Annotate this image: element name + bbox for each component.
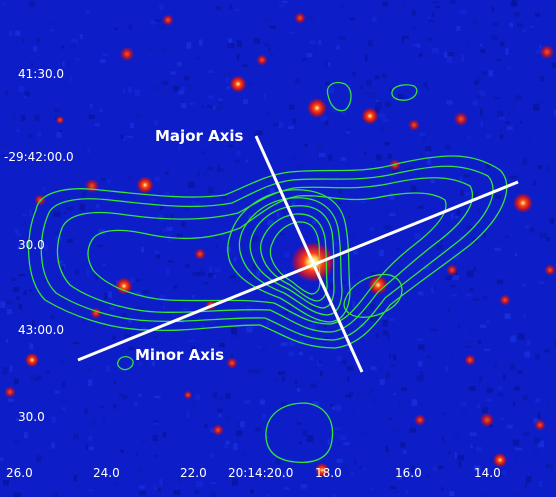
point-source <box>361 107 379 125</box>
point-source <box>194 248 206 260</box>
point-source <box>294 12 306 24</box>
minor-axis-line <box>77 180 519 362</box>
point-source <box>315 463 329 477</box>
point-source <box>256 54 268 66</box>
contour-island-2 <box>391 84 418 101</box>
point-source <box>454 112 468 126</box>
point-source <box>55 115 65 125</box>
major-axis-label: Major Axis <box>155 127 244 145</box>
point-source <box>408 119 420 131</box>
contour-5 <box>227 189 351 323</box>
contour-island-4 <box>265 402 334 464</box>
major-axis-line <box>254 135 364 373</box>
ra-tick-label: 16.0 <box>395 466 422 480</box>
point-source <box>480 413 494 427</box>
ra-tick-label: 24.0 <box>93 466 120 480</box>
point-source <box>446 264 458 276</box>
point-source <box>34 194 46 206</box>
point-source <box>229 75 247 93</box>
point-source <box>85 179 99 193</box>
point-source <box>212 424 224 436</box>
contour-island-3 <box>116 355 134 371</box>
contour-lobe-small <box>343 273 403 318</box>
minor-axis-label: Minor Axis <box>135 346 224 364</box>
point-source <box>25 353 39 367</box>
point-sources <box>4 12 556 477</box>
contour-2 <box>40 165 494 341</box>
dec-tick-label: 43:00.0 <box>18 323 64 337</box>
dec-tick-label: 41:30.0 <box>18 67 64 81</box>
ra-tick-label: 14.0 <box>474 466 501 480</box>
ra-tick-label: 18.0 <box>315 466 342 480</box>
point-source <box>368 275 388 295</box>
ra-tick-label: 20:14:20.0 <box>228 466 293 480</box>
point-source <box>499 294 511 306</box>
contour-4 <box>87 192 447 325</box>
point-source <box>513 193 533 213</box>
contour-3 <box>56 177 474 333</box>
point-source <box>183 390 193 400</box>
point-source <box>120 47 134 61</box>
point-source <box>544 264 556 276</box>
contour-8 <box>259 213 328 302</box>
dec-tick-label: -29:42:00.0 <box>4 150 74 164</box>
dec-tick-label: 30.0 <box>18 238 45 252</box>
point-source <box>4 386 16 398</box>
point-source <box>136 176 154 194</box>
point-source <box>414 414 426 426</box>
contour-island-1 <box>326 81 352 112</box>
contour-9 <box>269 221 321 295</box>
dec-tick-label: 30.0 <box>18 410 45 424</box>
point-source <box>115 277 133 295</box>
radio-contours <box>28 81 508 464</box>
point-source <box>464 354 476 366</box>
ra-tick-label: 22.0 <box>180 466 207 480</box>
point-source <box>540 45 554 59</box>
ra-tick-label: 26.0 <box>6 466 33 480</box>
point-source <box>493 453 507 467</box>
contour-1 <box>28 155 508 349</box>
point-source <box>307 98 327 118</box>
contour-6 <box>238 197 343 316</box>
point-source <box>226 357 238 369</box>
point-source <box>534 419 546 431</box>
point-source <box>162 14 174 26</box>
